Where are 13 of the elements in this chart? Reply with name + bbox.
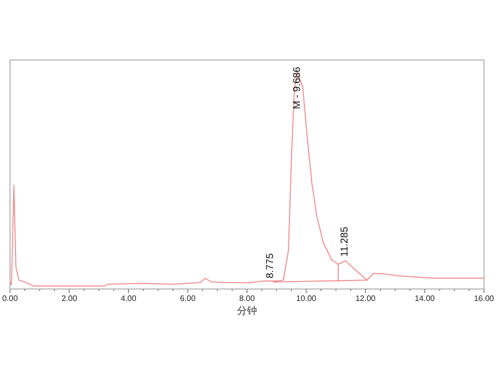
- x-tick-label: 16.00: [474, 294, 495, 303]
- x-axis-title: 分钟: [237, 305, 257, 317]
- x-tick-label: 10.00: [296, 294, 317, 303]
- annotation: 11.285: [339, 226, 350, 257]
- annotation: M - 9.686: [292, 66, 303, 110]
- x-tick-label: 2.00: [61, 294, 78, 303]
- x-tick-label: 0.00: [2, 294, 18, 303]
- x-tick-label: 14.00: [414, 294, 436, 303]
- x-tick-label: 4.00: [120, 294, 137, 303]
- x-tick-label: 8.00: [239, 294, 256, 303]
- x-tick-label: 6.00: [180, 294, 196, 303]
- annotation: 8.775: [264, 252, 276, 278]
- x-tick-label: 12.00: [355, 294, 376, 303]
